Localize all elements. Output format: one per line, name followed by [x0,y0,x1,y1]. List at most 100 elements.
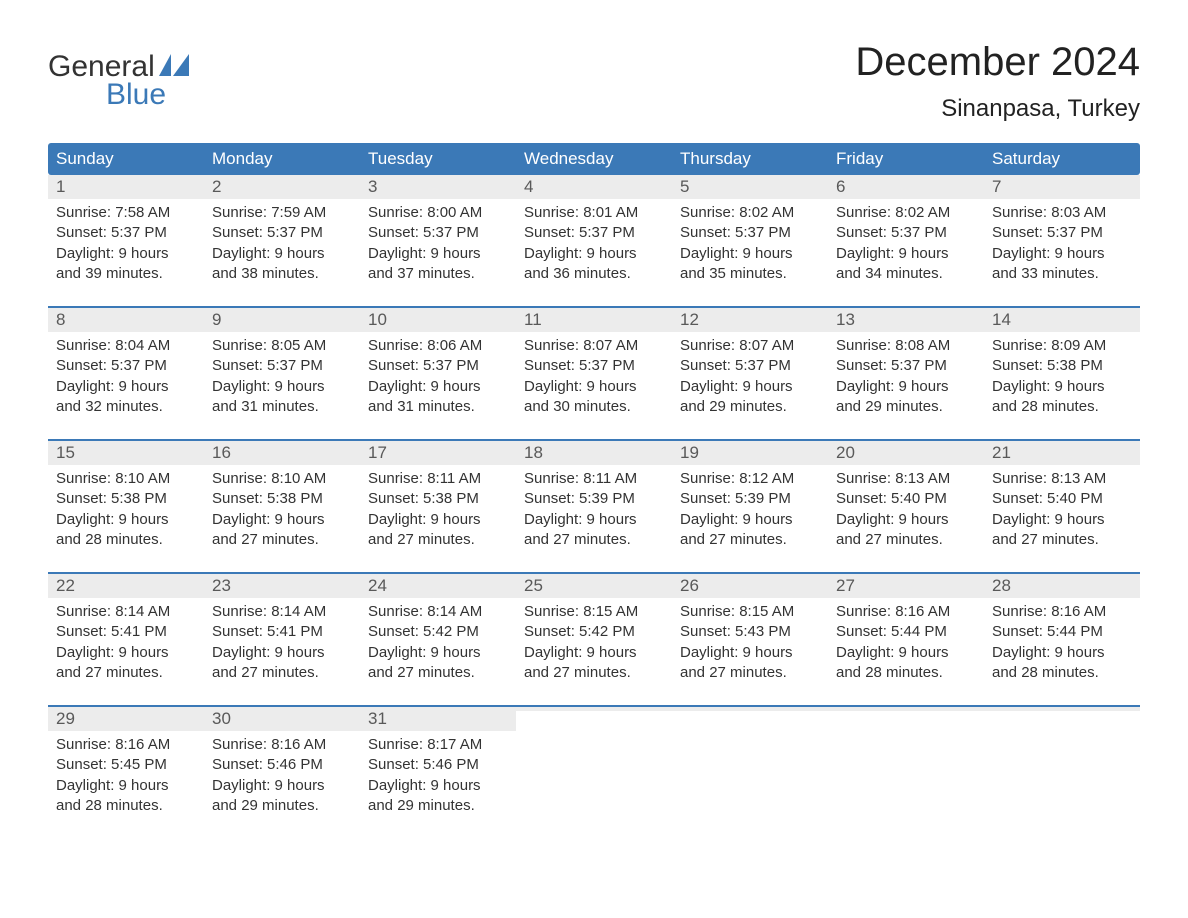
info-line: and 27 minutes. [368,663,508,683]
daynum-row: 12 [672,308,828,332]
dayname: Wednesday [516,143,672,175]
daynum-row: 18 [516,441,672,465]
info-line: Sunrise: 8:05 AM [212,336,352,356]
info-line: Sunset: 5:44 PM [836,622,976,642]
cell-body: Sunrise: 8:15 AMSunset: 5:42 PMDaylight:… [516,598,672,683]
info-line: Sunset: 5:40 PM [836,489,976,509]
day-number: 19 [680,443,699,462]
info-line: and 29 minutes. [836,397,976,417]
day-number: 3 [368,177,377,196]
daynum-row: 1 [48,175,204,199]
daynum-row [828,707,984,711]
dayname: Thursday [672,143,828,175]
info-line: Sunset: 5:37 PM [836,356,976,376]
info-line: Daylight: 9 hours [992,510,1132,530]
calendar-cell: 4Sunrise: 8:01 AMSunset: 5:37 PMDaylight… [516,175,672,290]
day-number: 10 [368,310,387,329]
calendar-cell [984,707,1140,822]
daynum-row: 31 [360,707,516,731]
info-line: Sunset: 5:45 PM [56,755,196,775]
info-line: Daylight: 9 hours [368,244,508,264]
info-line: Sunrise: 8:06 AM [368,336,508,356]
flag-icon [159,54,189,81]
cell-body: Sunrise: 8:11 AMSunset: 5:38 PMDaylight:… [360,465,516,550]
info-line: Sunset: 5:46 PM [368,755,508,775]
info-line: Daylight: 9 hours [992,244,1132,264]
dayname-row: SundayMondayTuesdayWednesdayThursdayFrid… [48,143,1140,175]
info-line: Daylight: 9 hours [524,510,664,530]
day-number: 25 [524,576,543,595]
calendar-cell: 31Sunrise: 8:17 AMSunset: 5:46 PMDayligh… [360,707,516,822]
calendar-cell [516,707,672,822]
info-line: Daylight: 9 hours [836,643,976,663]
info-line: Daylight: 9 hours [524,643,664,663]
info-line: Sunset: 5:41 PM [212,622,352,642]
info-line: and 28 minutes. [992,663,1132,683]
cell-body: Sunrise: 8:10 AMSunset: 5:38 PMDaylight:… [48,465,204,550]
day-number: 27 [836,576,855,595]
calendar-cell: 7Sunrise: 8:03 AMSunset: 5:37 PMDaylight… [984,175,1140,290]
info-line: and 29 minutes. [212,796,352,816]
cell-body: Sunrise: 8:11 AMSunset: 5:39 PMDaylight:… [516,465,672,550]
info-line: Daylight: 9 hours [680,510,820,530]
cell-body: Sunrise: 8:03 AMSunset: 5:37 PMDaylight:… [984,199,1140,284]
daynum-row: 19 [672,441,828,465]
calendar-cell: 21Sunrise: 8:13 AMSunset: 5:40 PMDayligh… [984,441,1140,556]
info-line: and 27 minutes. [680,663,820,683]
daynum-row: 29 [48,707,204,731]
info-line: Daylight: 9 hours [212,377,352,397]
info-line: Sunrise: 8:10 AM [212,469,352,489]
info-line: Sunrise: 8:16 AM [56,735,196,755]
info-line: Sunrise: 8:11 AM [368,469,508,489]
info-line: Daylight: 9 hours [368,510,508,530]
info-line: Sunrise: 8:16 AM [836,602,976,622]
daynum-row: 7 [984,175,1140,199]
info-line: Sunrise: 8:13 AM [992,469,1132,489]
cell-body: Sunrise: 8:04 AMSunset: 5:37 PMDaylight:… [48,332,204,417]
day-number: 26 [680,576,699,595]
info-line: Sunrise: 8:08 AM [836,336,976,356]
info-line: Sunrise: 8:01 AM [524,203,664,223]
info-line: Sunrise: 8:14 AM [212,602,352,622]
info-line: Daylight: 9 hours [836,510,976,530]
day-number: 21 [992,443,1011,462]
info-line: Daylight: 9 hours [56,377,196,397]
daynum-row: 2 [204,175,360,199]
calendar-cell: 17Sunrise: 8:11 AMSunset: 5:38 PMDayligh… [360,441,516,556]
info-line: and 37 minutes. [368,264,508,284]
month-title: December 2024 [855,40,1140,85]
daynum-row: 30 [204,707,360,731]
info-line: Sunrise: 8:00 AM [368,203,508,223]
calendar-cell: 24Sunrise: 8:14 AMSunset: 5:42 PMDayligh… [360,574,516,689]
day-number: 18 [524,443,543,462]
info-line: Sunset: 5:37 PM [212,356,352,376]
calendar-cell: 15Sunrise: 8:10 AMSunset: 5:38 PMDayligh… [48,441,204,556]
info-line: Daylight: 9 hours [212,643,352,663]
cell-body: Sunrise: 8:15 AMSunset: 5:43 PMDaylight:… [672,598,828,683]
week-row: 8Sunrise: 8:04 AMSunset: 5:37 PMDaylight… [48,306,1140,423]
day-number: 6 [836,177,845,196]
dayname: Sunday [48,143,204,175]
info-line: Daylight: 9 hours [56,510,196,530]
cell-body: Sunrise: 8:16 AMSunset: 5:45 PMDaylight:… [48,731,204,816]
info-line: Sunrise: 8:17 AM [368,735,508,755]
info-line: Daylight: 9 hours [212,776,352,796]
info-line: Sunrise: 8:07 AM [524,336,664,356]
day-number: 23 [212,576,231,595]
info-line: and 27 minutes. [212,663,352,683]
calendar-cell: 2Sunrise: 7:59 AMSunset: 5:37 PMDaylight… [204,175,360,290]
info-line: and 27 minutes. [992,530,1132,550]
cell-body: Sunrise: 8:17 AMSunset: 5:46 PMDaylight:… [360,731,516,816]
calendar-cell: 8Sunrise: 8:04 AMSunset: 5:37 PMDaylight… [48,308,204,423]
cell-body: Sunrise: 8:01 AMSunset: 5:37 PMDaylight:… [516,199,672,284]
info-line: Sunrise: 8:03 AM [992,203,1132,223]
daynum-row: 15 [48,441,204,465]
info-line: Sunset: 5:43 PM [680,622,820,642]
dayname: Friday [828,143,984,175]
daynum-row [984,707,1140,711]
dayname: Tuesday [360,143,516,175]
calendar-cell: 20Sunrise: 8:13 AMSunset: 5:40 PMDayligh… [828,441,984,556]
info-line: Daylight: 9 hours [680,244,820,264]
info-line: Sunset: 5:42 PM [368,622,508,642]
calendar-cell: 27 Sunrise: 8:16 AMSunset: 5:44 PMDayligh… [828,574,984,689]
